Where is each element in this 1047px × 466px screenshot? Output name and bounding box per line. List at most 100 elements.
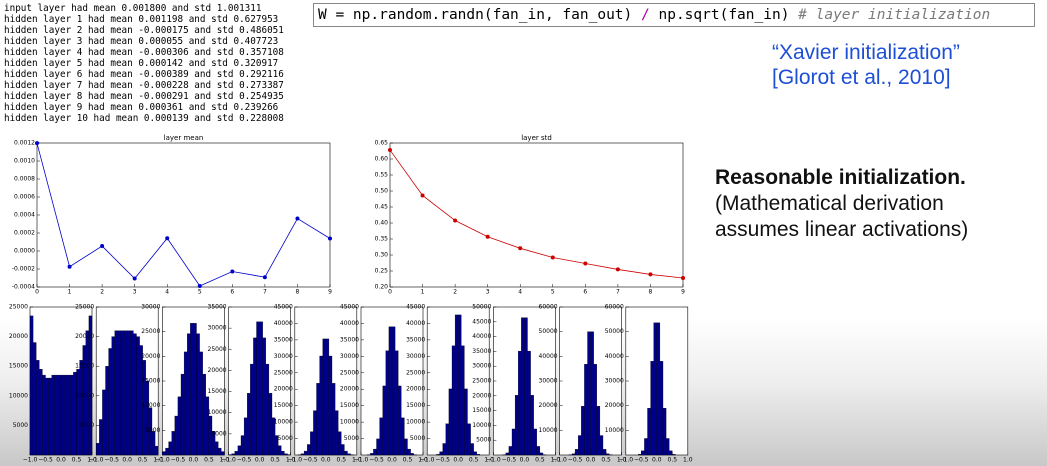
histogram-bar [253, 337, 257, 456]
histogram-bar [325, 338, 330, 456]
histogram-bar [581, 406, 585, 456]
x-tick-label: 6 [230, 289, 234, 296]
histogram-bar [470, 443, 474, 456]
histogram-bar [476, 454, 481, 456]
x-tick-label: 0.5 [403, 457, 413, 464]
x-tick-label: 9 [681, 289, 685, 296]
y-tick-label: 30000 [539, 378, 558, 385]
histogram-bar [461, 345, 465, 456]
histogram-bar [445, 423, 450, 456]
x-tick-label: 9 [328, 289, 332, 296]
x-tick-label: −0.5 [435, 457, 450, 464]
y-tick-label: 0.45 [375, 204, 389, 211]
histogram-bar [57, 374, 62, 456]
x-tick-label: 0.5 [204, 457, 214, 464]
data-point [262, 275, 267, 280]
histogram-bar [136, 336, 140, 456]
histogram-bar [669, 450, 673, 456]
histogram-bar [145, 380, 150, 456]
y-tick-label: 25000 [75, 304, 94, 311]
y-tick-label: 40000 [605, 353, 624, 360]
chart-title: layer mean [164, 134, 204, 142]
histogram-bar [240, 435, 245, 456]
histogram-bar [319, 355, 323, 456]
histogram-bar [641, 450, 645, 456]
y-tick-label: 5000 [410, 435, 425, 442]
histogram-bar [268, 393, 273, 456]
histogram-bar [328, 355, 333, 456]
y-tick-label: 15000 [472, 407, 491, 414]
y-tick-label: 10000 [340, 419, 359, 426]
y-tick-label: 20000 [406, 386, 425, 393]
x-tick-label: −0.5 [568, 457, 583, 464]
y-tick-label: 15000 [274, 402, 293, 409]
y-tick-label: 10000 [208, 409, 227, 416]
histogram-bar [404, 438, 408, 456]
histogram-bar [310, 431, 314, 456]
histogram-bar [602, 449, 607, 456]
y-tick-label: 20000 [539, 402, 558, 409]
y-tick-label: 15000 [208, 388, 227, 395]
code-operator: / [641, 7, 650, 23]
y-tick-label: 0.0012 [14, 140, 35, 147]
histogram-bar [524, 317, 528, 456]
histogram-bar [322, 338, 326, 456]
histogram-bar [596, 406, 601, 456]
histogram-bar [139, 345, 143, 456]
histogram-bar [274, 435, 279, 456]
console-log: input layer had mean 0.001800 and std 1.… [4, 3, 284, 124]
histogram-bar [108, 348, 112, 456]
data-point [132, 276, 137, 281]
y-tick-label: 0.25 [375, 268, 389, 275]
histogram-bar [638, 454, 642, 456]
x-tick-label: 4 [165, 289, 169, 296]
y-tick-label: 50000 [605, 328, 624, 335]
y-tick-label: 5000 [278, 435, 293, 442]
y-tick-label: 5000 [13, 422, 28, 429]
histogram-bar [171, 431, 175, 456]
histogram-bar [398, 385, 402, 456]
x-tick-label: 7 [616, 289, 620, 296]
y-tick-label: 30000 [340, 353, 359, 360]
code: np.sqrt(fan_in) [649, 7, 799, 23]
x-tick-label: −1.0 [23, 457, 38, 464]
y-tick-label: 15000 [141, 378, 160, 385]
y-tick-label: 40000 [274, 320, 293, 327]
x-tick-label: −1.0 [221, 457, 236, 464]
histogram-bar [662, 407, 667, 456]
histogram-bar [436, 454, 440, 456]
y-tick-label: 0.0000 [14, 248, 35, 255]
y-tick-label: 10000 [141, 402, 160, 409]
histogram-bar [659, 361, 664, 456]
y-tick-label: -0.0004 [12, 284, 35, 291]
y-tick-label: 10000 [472, 422, 491, 429]
x-tick-label: 2 [453, 289, 457, 296]
histogram-bar [442, 443, 446, 456]
x-tick-label: −1.0 [619, 457, 634, 464]
histogram-bar [665, 438, 670, 456]
data-point [100, 244, 105, 249]
histogram-bar [331, 383, 336, 456]
histogram-bar [114, 330, 119, 456]
y-tick-label: 0.0008 [14, 176, 35, 183]
log-line: input layer had mean 0.001800 and std 1.… [4, 3, 262, 14]
x-tick-label: 1.0 [153, 457, 163, 464]
citation-line: [Glorot et al., 2010] [772, 66, 951, 89]
x-tick-label: 1.0 [220, 457, 230, 464]
y-tick-label: 45000 [274, 304, 293, 311]
histogram-bar [313, 410, 317, 456]
y-tick-label: 0.0002 [14, 230, 35, 237]
histogram-bar [539, 452, 544, 456]
histogram-bar [590, 331, 594, 456]
y-tick-label: 40000 [340, 320, 359, 327]
histogram-bar [221, 451, 225, 456]
log-line: hidden layer 5 had mean 0.000142 and std… [4, 58, 279, 69]
histogram-bar [243, 417, 248, 456]
histogram-bar [511, 428, 516, 456]
plot-area [36, 142, 331, 288]
y-tick-label: 25000 [208, 346, 227, 353]
y-tick-label: 25000 [472, 378, 491, 385]
histogram-bar [51, 374, 55, 456]
histogram-bar [165, 447, 169, 456]
log-line: hidden layer 3 had mean 0.000055 and std… [4, 36, 279, 47]
